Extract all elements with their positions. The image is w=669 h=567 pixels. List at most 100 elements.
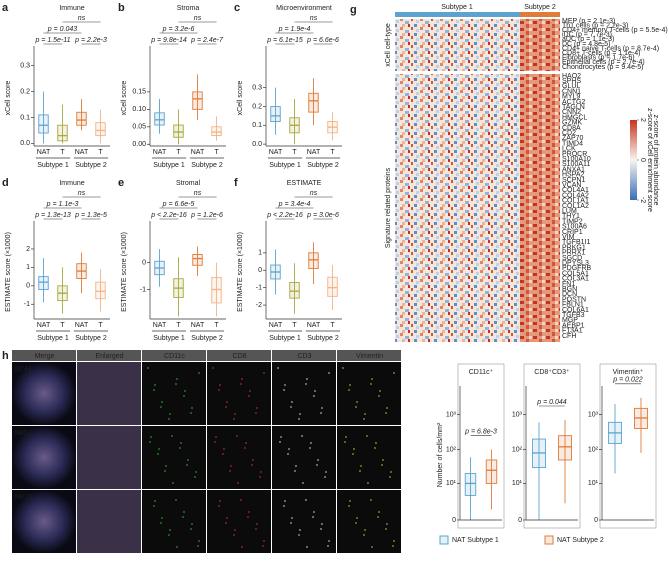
signal (290, 406, 292, 408)
row-label: AEBP1 (562, 322, 585, 329)
signal (321, 407, 323, 409)
x-tick-label: NAT (75, 322, 89, 329)
micrograph (12, 426, 76, 489)
y-tick-label: 0.00 (132, 141, 146, 148)
row-label: S100A11 (562, 161, 590, 168)
signal (355, 522, 357, 524)
signal (225, 406, 227, 408)
y-tick-label: 0.10 (132, 106, 146, 113)
signal (161, 517, 163, 519)
signal (371, 378, 373, 380)
signal (241, 546, 243, 548)
box (308, 92, 319, 113)
imaging-panel: h Merge Enlarged CD11c CD8 CD3 Vimentin N743 N85… (2, 350, 401, 553)
signal (295, 465, 297, 467)
signal (389, 476, 391, 478)
panel-frame (457, 363, 505, 529)
colorbar-tick-label: 0 (639, 158, 646, 162)
signal (198, 540, 200, 542)
signal (345, 436, 347, 438)
row-label: LUM (562, 208, 577, 215)
group-label: Subtype 1 (441, 4, 473, 11)
row-label: FBLN1 (562, 302, 584, 309)
box (327, 276, 338, 297)
row-label: GZMK (562, 120, 583, 127)
row-label: Th1 cells (p = 2.2e-3) (562, 22, 628, 29)
heatmap-proteins-s1 (395, 74, 520, 342)
comparison-label: p = 6.6e-6 (306, 37, 339, 44)
row-label: TIMP2 (562, 218, 583, 225)
row-label: CD4+ memory T-cells (p = 5.5e-4) (562, 27, 668, 34)
signal (356, 401, 358, 403)
x-tick-label: T (330, 322, 335, 329)
group-label: Subtype 1 (153, 335, 185, 342)
row-label: COL4A2 (562, 192, 589, 199)
comparison-label: p = 1.1e-3 (46, 201, 79, 208)
panel-letter: c (234, 2, 240, 14)
group-label: Subtype 1 (37, 162, 69, 169)
x-tick-label: T (98, 322, 103, 329)
signal (180, 442, 182, 444)
y-tick-label: 10³ (512, 411, 523, 418)
row-label: DPYSL3 (562, 260, 589, 267)
x-tick-label: NAT (191, 322, 205, 329)
signal (325, 471, 327, 473)
x-tick-label: NAT (75, 149, 89, 156)
row-label: CRIP1 (562, 229, 583, 236)
box (173, 124, 184, 138)
column-header-bg (12, 350, 76, 361)
column-header-bg (337, 350, 401, 361)
y-axis-label: ESTIMATE score (×1000) (5, 232, 12, 312)
box (308, 252, 319, 269)
group-label: Subtype 2 (307, 162, 339, 169)
signal (349, 500, 351, 502)
signal (312, 516, 314, 518)
signal (219, 500, 221, 502)
signal (363, 418, 365, 420)
row-label: TGFB1I1 (562, 239, 591, 246)
micrograph (77, 362, 141, 425)
micrograph (337, 362, 401, 425)
y-tick-label: 0 (452, 517, 456, 524)
row-label: TIMD4 (562, 140, 583, 147)
panel-frame (599, 363, 657, 529)
signal (277, 367, 279, 369)
box (270, 106, 281, 122)
panel-letter: g (350, 4, 357, 16)
comparison-label: ns (310, 15, 318, 22)
signal (241, 378, 243, 380)
y-tick-label: 0.0 (252, 141, 262, 148)
signal (381, 464, 383, 466)
signal (374, 447, 376, 449)
signal (186, 464, 188, 466)
y-tick-label: -1 (256, 285, 262, 292)
sample-label: N851 (15, 430, 32, 437)
legend-swatch (544, 535, 554, 545)
signal (393, 540, 395, 542)
comparison-label: p = 6.8e-3 (464, 428, 497, 435)
x-tick-label: T (60, 149, 65, 156)
signal (158, 448, 160, 450)
row-label: ACTG2 (562, 99, 585, 106)
box (57, 124, 68, 142)
heatmap-celltypes-s1 (395, 19, 520, 71)
micrograph (272, 490, 336, 553)
signal (348, 505, 350, 507)
row-label: HSPA2 (562, 172, 585, 179)
row-label: SGCD (562, 255, 582, 262)
chart-title: Stroma (177, 5, 200, 12)
column-header-bg (207, 350, 271, 361)
x-tick-label: T (214, 322, 219, 329)
y-tick-label: 10¹ (446, 480, 457, 487)
y-tick-label: 10³ (446, 411, 457, 418)
y-axis-label: xCell score (237, 81, 244, 116)
panel-letter: e (118, 177, 124, 189)
box (38, 114, 49, 134)
panel-letter: b (118, 2, 125, 14)
comparison-label: p = 0.043 (47, 26, 77, 33)
micrograph (77, 426, 141, 489)
y-axis-label: xCell score (5, 81, 12, 116)
box (192, 91, 203, 110)
comparison-label: p = 6.6e-5 (162, 201, 195, 208)
x-tick-label: NAT (307, 149, 321, 156)
